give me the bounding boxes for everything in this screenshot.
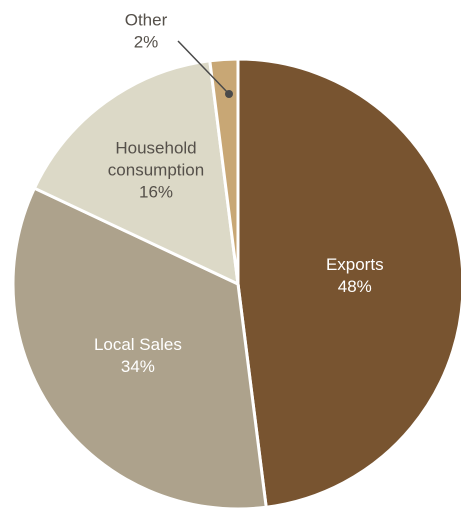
slice-label-exports: Exports 48% (326, 255, 384, 296)
pie-slice-household-consumption (32, 59, 240, 287)
pie-slice-exports (236, 57, 461, 508)
pie-labels: Exports 48% Local Sales 34% Household consump… (94, 10, 384, 376)
slice-label-household-consumption: Household consumption 16% (108, 139, 204, 202)
pie-slices (11, 57, 461, 508)
pie-slice-other (208, 57, 240, 285)
slice-label-local-sales: Local Sales 34% (94, 335, 182, 376)
leader-dot-other (225, 90, 233, 98)
leader-line-other (177, 40, 230, 95)
slice-label-other: Other 2% (125, 10, 168, 51)
